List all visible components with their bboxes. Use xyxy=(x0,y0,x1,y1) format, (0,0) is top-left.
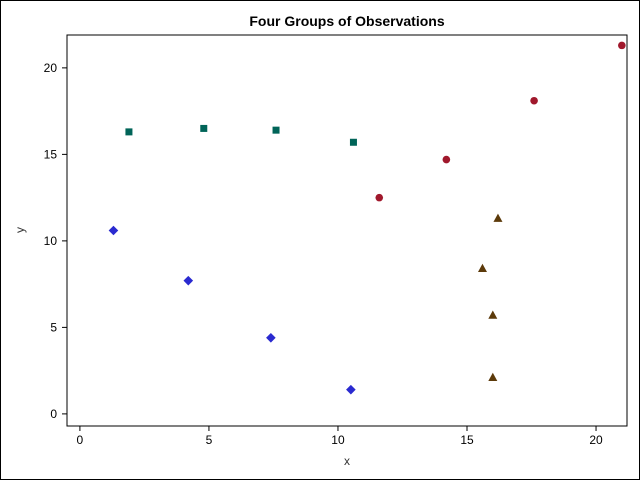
x-tick-label: 10 xyxy=(331,433,345,447)
data-point-diamond xyxy=(183,275,194,286)
y-tick-label: 20 xyxy=(44,61,58,75)
data-point-square xyxy=(125,128,133,136)
y-tick-label: 15 xyxy=(44,147,58,161)
x-tick-label: 5 xyxy=(206,433,213,447)
y-tick-label: 10 xyxy=(44,234,58,248)
data-point-square xyxy=(200,124,208,132)
data-point-triangle xyxy=(488,310,498,319)
data-point-square xyxy=(272,126,280,134)
data-point-circle xyxy=(618,41,626,50)
data-point-triangle xyxy=(488,372,498,382)
x-axis-label: x xyxy=(344,454,350,468)
data-point-diamond xyxy=(346,384,356,395)
data-point-circle xyxy=(530,96,538,105)
y-axis: 0 5 10 15 20 xyxy=(44,61,67,421)
data-point-circle xyxy=(375,193,384,202)
data-point-triangle xyxy=(493,213,503,222)
data-point-circle xyxy=(442,155,451,164)
y-tick-label: 0 xyxy=(50,407,57,421)
x-tick-label: 15 xyxy=(460,433,474,447)
data-point-square xyxy=(349,138,357,146)
data-points xyxy=(108,41,626,395)
x-axis: 0 5 10 15 20 xyxy=(77,426,603,447)
x-tick-label: 0 xyxy=(77,433,84,447)
data-point-triangle xyxy=(477,263,487,273)
y-axis-label: y xyxy=(13,227,27,233)
x-tick-label: 20 xyxy=(589,433,603,447)
plot-area xyxy=(66,34,628,427)
data-point-diamond xyxy=(108,225,119,236)
data-point-diamond xyxy=(266,332,276,343)
y-tick-label: 5 xyxy=(50,320,57,334)
chart-title: Four Groups of Observations xyxy=(249,13,444,29)
